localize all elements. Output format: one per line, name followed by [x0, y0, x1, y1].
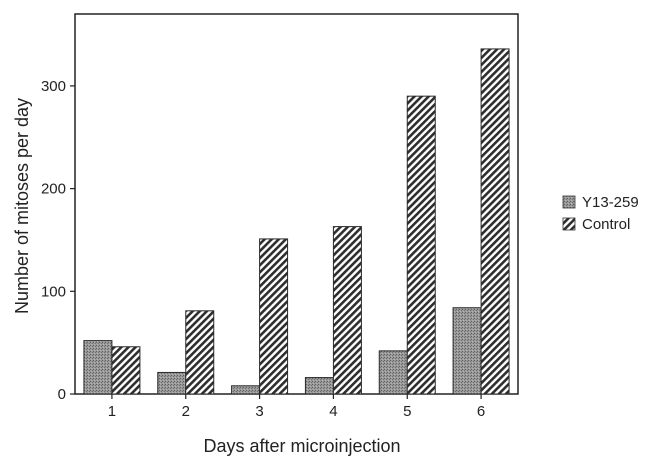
bar-y13-259-day-5	[378, 350, 408, 395]
legend-swatch-control	[562, 217, 576, 231]
legend-swatch-y13-259	[562, 195, 576, 209]
bar-control-day-6	[480, 48, 510, 395]
x-tick-label: 2	[182, 403, 190, 420]
legend-label-y13-259: Y13-259	[582, 194, 639, 211]
legend: Y13-259 Control	[562, 194, 639, 233]
bar-y13-259-day-3	[231, 385, 261, 395]
x-axis: 1 2 3 4 5 6	[108, 394, 485, 420]
bar-control-day-2	[185, 310, 215, 395]
bar-y13-259-day-2	[157, 371, 187, 395]
bar-control-day-3	[259, 238, 289, 395]
y-axis: 0 100 200 300	[41, 78, 75, 403]
x-tick-label: 6	[477, 403, 485, 420]
y-tick-label: 300	[41, 78, 66, 95]
y-axis-title: Number of mitoses per day	[12, 98, 32, 314]
x-tick-label: 3	[255, 403, 263, 420]
y-tick-label: 100	[41, 283, 66, 300]
bar-control-day-1	[111, 346, 141, 395]
y-tick-label: 0	[58, 386, 66, 403]
plot-area-frame	[74, 13, 519, 395]
x-tick-label: 4	[329, 403, 337, 420]
bar-y13-259-day-6	[452, 307, 482, 395]
bar-control-day-4	[332, 226, 362, 395]
bar-control-day-5	[406, 95, 436, 395]
bar-y13-259-day-4	[304, 377, 334, 395]
bars-group	[83, 48, 510, 395]
x-tick-label: 5	[403, 403, 411, 420]
x-tick-label: 1	[108, 403, 116, 420]
legend-label-control: Control	[582, 216, 630, 233]
bar-y13-259-day-1	[83, 340, 113, 395]
x-axis-title: Days after microinjection	[203, 436, 400, 456]
y-tick-label: 200	[41, 181, 66, 198]
